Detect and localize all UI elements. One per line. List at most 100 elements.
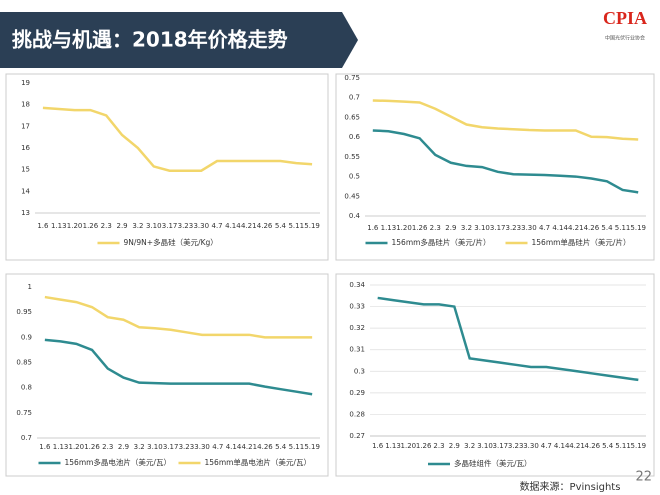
series-line — [42, 106, 313, 172]
x-tick-label: 3.10 — [147, 443, 163, 451]
x-tick-label: 3.30 — [193, 222, 209, 230]
x-tick-label: 5.11 — [615, 442, 631, 450]
series-line — [44, 338, 313, 396]
x-tick-label: 5.19 — [304, 222, 320, 230]
panel — [5, 273, 329, 477]
x-tick-label: 4.7 — [539, 224, 550, 232]
x-tick-label: 4.14 — [554, 442, 570, 450]
x-tick-label: 4.7 — [212, 443, 223, 451]
y-tick-label: 0.3 — [354, 367, 365, 375]
x-tick-label: 1.6 — [37, 222, 49, 230]
x-tick-label: 3.30 — [194, 443, 210, 451]
x-tick-label: 3.23 — [179, 443, 195, 451]
y-tick-label: 0.6 — [349, 133, 361, 141]
x-tick-label: 2.3 — [430, 224, 441, 232]
y-tick-label: 15 — [21, 166, 30, 174]
x-tick-label: 3.10 — [477, 442, 493, 450]
x-tick-label: 3.10 — [474, 224, 490, 232]
x-tick-label: 1.6 — [39, 443, 51, 451]
x-tick-label: 3.17 — [162, 222, 178, 230]
y-tick-label: 13 — [21, 209, 30, 217]
series-line — [44, 295, 313, 339]
x-tick-label: 5.4 — [602, 442, 614, 450]
x-tick-label: 2.9 — [117, 222, 128, 230]
panel — [5, 73, 329, 261]
x-tick-label: 3.2 — [134, 443, 145, 451]
x-tick-label: 4.14 — [225, 222, 241, 230]
y-tick-label: 0.85 — [16, 359, 32, 367]
x-tick-label: 1.20 — [396, 224, 412, 232]
logo-subtitle: 中国光伏行业协会 — [605, 35, 645, 42]
x-tick-label: 1.26 — [412, 224, 428, 232]
x-tick-label: 4.14 — [552, 224, 568, 232]
x-tick-label: 5.11 — [289, 443, 305, 451]
y-tick-label: 0.45 — [344, 192, 360, 200]
y-tick-label: 0.29 — [349, 389, 365, 397]
x-tick-label: 4.7 — [212, 222, 223, 230]
x-tick-label: 3.17 — [493, 442, 509, 450]
y-tick-label: 0.65 — [344, 113, 360, 121]
x-tick-label: 3.30 — [521, 224, 537, 232]
x-tick-label: 3.23 — [508, 442, 524, 450]
x-tick-label: 5.4 — [275, 443, 287, 451]
x-tick-label: 3.17 — [163, 443, 179, 451]
x-tick-label: 2.9 — [445, 224, 456, 232]
y-tick-label: 0.28 — [349, 410, 365, 418]
y-tick-label: 18 — [21, 101, 30, 109]
y-tick-label: 0.34 — [349, 281, 365, 289]
y-tick-label: 17 — [21, 122, 30, 130]
x-tick-label: 5.19 — [631, 442, 647, 450]
x-tick-label: 3.17 — [490, 224, 506, 232]
page-number: 22 — [635, 470, 652, 485]
legend-label: 156mm多晶电池片（美元/瓦） — [65, 457, 171, 467]
x-tick-label: 1.26 — [83, 222, 99, 230]
x-tick-label: 3.23 — [506, 224, 522, 232]
x-tick-label: 3.2 — [132, 222, 143, 230]
x-tick-label: 1.13 — [381, 224, 397, 232]
y-tick-label: 0.7 — [349, 94, 360, 102]
x-tick-label: 4.21 — [569, 442, 585, 450]
x-tick-label: 5.11 — [615, 224, 631, 232]
x-tick-label: 4.26 — [257, 443, 273, 451]
x-tick-label: 2.9 — [449, 442, 460, 450]
y-tick-label: 0.8 — [21, 384, 32, 392]
x-tick-label: 3.2 — [461, 224, 472, 232]
x-tick-label: 1.20 — [401, 442, 417, 450]
x-tick-label: 1.13 — [53, 443, 69, 451]
x-tick-label: 5.4 — [601, 224, 613, 232]
y-tick-label: 0.5 — [349, 173, 360, 181]
x-tick-label: 4.7 — [541, 442, 552, 450]
y-tick-label: 0.7 — [21, 434, 32, 442]
x-tick-label: 3.10 — [146, 222, 162, 230]
y-tick-label: 0.9 — [21, 333, 32, 341]
x-tick-label: 4.26 — [584, 224, 600, 232]
series-line — [377, 296, 639, 382]
x-tick-label: 2.3 — [102, 443, 113, 451]
legend-label: 156mm单晶电池片（美元/瓦） — [205, 457, 311, 467]
series-line — [372, 99, 639, 141]
source: 数据来源：Pvinsights — [520, 480, 621, 493]
y-tick-label: 0.32 — [349, 324, 365, 332]
x-tick-label: 1.6 — [372, 442, 384, 450]
x-tick-label: 1.26 — [84, 443, 100, 451]
logo: CPIA — [603, 8, 647, 28]
y-tick-label: 0.55 — [344, 153, 360, 161]
y-tick-label: 0.31 — [349, 346, 365, 354]
slide-title: 挑战与机遇：2018年价格走势 — [12, 28, 288, 52]
y-tick-label: 14 — [21, 187, 30, 195]
x-tick-label: 1.20 — [69, 443, 85, 451]
x-tick-label: 5.11 — [288, 222, 304, 230]
x-tick-label: 4.21 — [568, 224, 584, 232]
x-tick-label: 4.21 — [241, 222, 257, 230]
x-tick-label: 4.26 — [585, 442, 601, 450]
x-tick-label: 5.19 — [304, 443, 320, 451]
x-tick-label: 5.4 — [275, 222, 287, 230]
y-tick-label: 0.95 — [16, 308, 32, 316]
x-tick-label: 4.21 — [241, 443, 257, 451]
y-tick-label: 0.33 — [349, 303, 365, 311]
x-tick-label: 4.14 — [226, 443, 242, 451]
y-tick-label: 0.75 — [344, 74, 360, 82]
x-tick-label: 2.9 — [118, 443, 129, 451]
x-tick-label: 1.6 — [367, 224, 379, 232]
